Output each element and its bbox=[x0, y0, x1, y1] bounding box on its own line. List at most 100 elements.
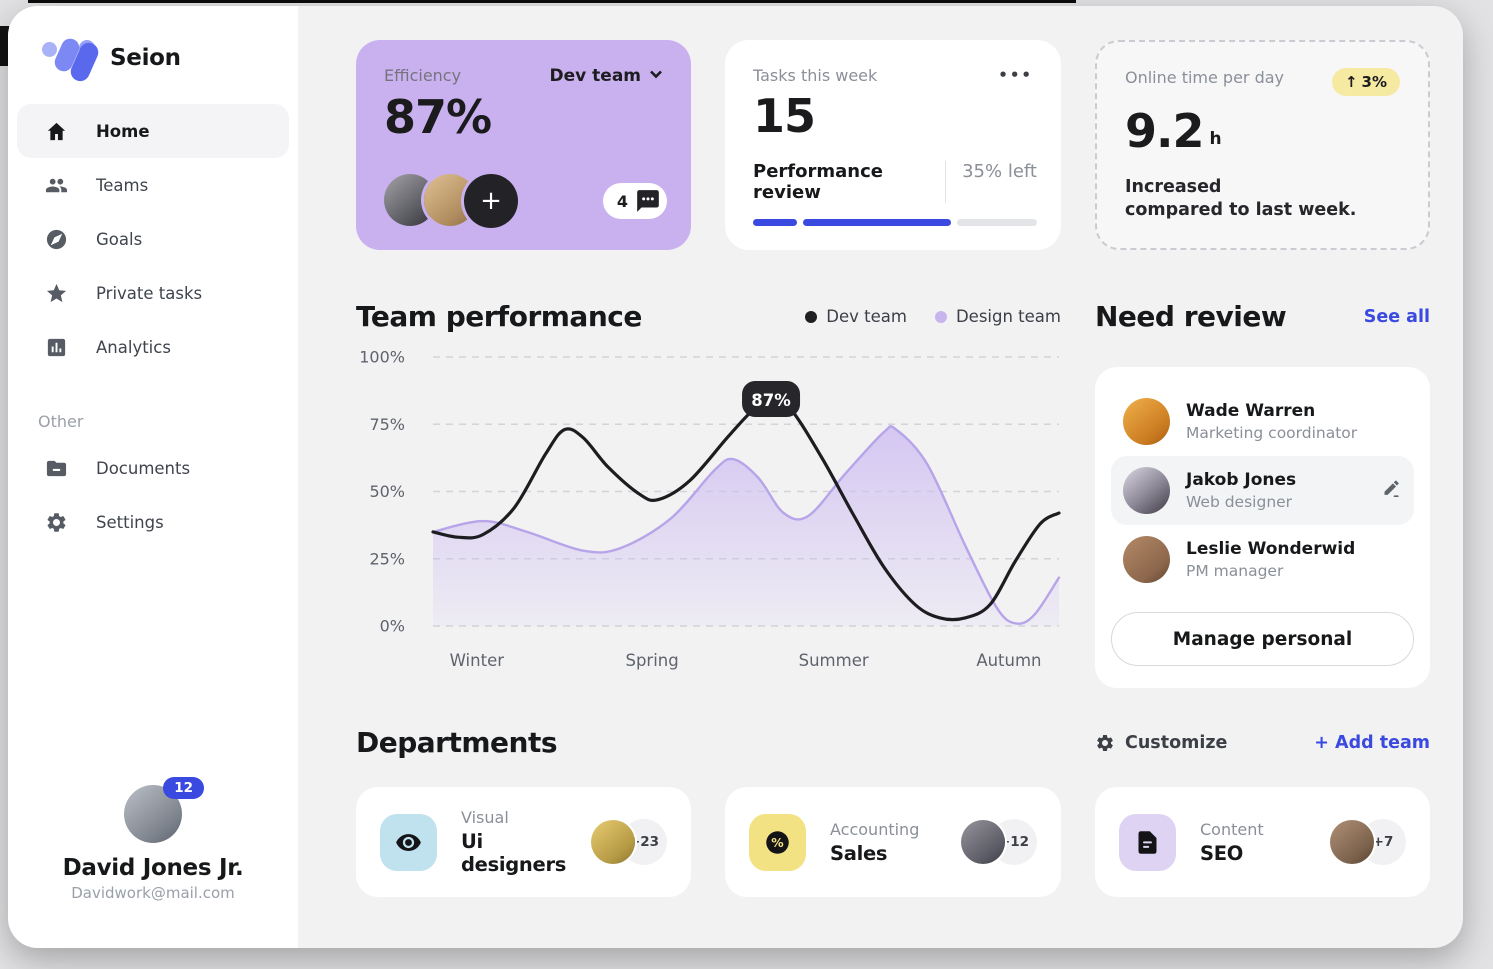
chart-tooltip bbox=[742, 381, 801, 418]
stat-cards-row: Efficiency Dev team 87% + bbox=[356, 40, 1463, 250]
add-team-button[interactable]: + Add team bbox=[1314, 732, 1430, 753]
legend-dot-dev bbox=[805, 310, 818, 323]
sidebar-item-label: Analytics bbox=[96, 337, 171, 357]
sidebar-item-label: Settings bbox=[96, 512, 164, 532]
team-performance-chart: 100% 75% 50% 25% 0% Winter Spring Summer Autumn 8… bbox=[359, 348, 1061, 670]
y-axis-tick: 25% bbox=[369, 549, 405, 568]
customize-button[interactable]: Customize bbox=[1095, 733, 1227, 753]
brand-logo-icon bbox=[42, 35, 102, 85]
gear-icon bbox=[1097, 734, 1113, 751]
chart-title: Team performance bbox=[356, 300, 642, 333]
person-row-wade[interactable]: Wade Warren Marketing coordinator bbox=[1111, 387, 1414, 456]
team-selector[interactable]: Dev team bbox=[550, 66, 663, 86]
need-review-panel: Wade Warren Marketing coordinator Jakob … bbox=[1095, 367, 1430, 688]
sidebar-item-documents[interactable]: Documents bbox=[17, 441, 289, 495]
edit-pencil-icon[interactable] bbox=[1382, 479, 1402, 503]
chart-legend: Dev team Design team bbox=[805, 307, 1061, 326]
avatar bbox=[1123, 467, 1170, 514]
tasks-value: 15 bbox=[753, 89, 816, 143]
y-axis-tick: 50% bbox=[369, 482, 405, 501]
sidebar-item-settings[interactable]: Settings bbox=[17, 495, 289, 549]
comments-pill[interactable]: 4 bbox=[602, 183, 667, 219]
sidebar-item-label: Private tasks bbox=[96, 283, 203, 303]
app-window: Seion Home Teams Goals bbox=[8, 6, 1463, 948]
arrow-up-icon: ↑ bbox=[1344, 73, 1358, 91]
y-axis-tick: 100% bbox=[359, 348, 405, 367]
departments-title: Departments bbox=[356, 726, 558, 759]
series-area-design-team bbox=[433, 426, 1059, 626]
efficiency-value: 87% bbox=[384, 90, 492, 144]
efficiency-label: Efficiency bbox=[384, 66, 462, 85]
avatar bbox=[1123, 536, 1170, 583]
task-progress-bar bbox=[753, 219, 1037, 226]
progress-remaining bbox=[956, 219, 1037, 226]
online-time-card: Online time per day ↑ 3% 9.2 h Increased… bbox=[1095, 40, 1430, 250]
user-email: Davidwork@mail.com bbox=[71, 884, 235, 902]
gear-icon bbox=[45, 511, 68, 534]
sidebar-nav: Home Teams Goals Private tasks bbox=[8, 104, 298, 549]
manage-personal-button[interactable]: Manage personal bbox=[1111, 612, 1414, 666]
user-name: David Jones Jr. bbox=[62, 855, 244, 881]
desktop-artifact-top bbox=[28, 0, 1076, 3]
see-all-link[interactable]: See all bbox=[1363, 306, 1430, 327]
chevron-down-icon bbox=[649, 66, 663, 86]
chart-tooltip-label: 87% bbox=[751, 391, 791, 410]
department-card-content[interactable]: Content SEO +7 bbox=[1095, 787, 1430, 897]
percent-badge-icon: % bbox=[749, 813, 806, 871]
desktop-artifact-left bbox=[0, 26, 9, 66]
sidebar-item-home[interactable]: Home bbox=[17, 104, 289, 158]
legend-dev-team[interactable]: Dev team bbox=[805, 307, 907, 326]
department-card-accounting[interactable]: % Accounting Sales +12 bbox=[725, 787, 1061, 897]
folder-icon bbox=[45, 457, 68, 480]
sidebar: Seion Home Teams Goals bbox=[8, 6, 298, 948]
progress-segment bbox=[753, 219, 798, 226]
add-member-button[interactable]: + bbox=[464, 174, 518, 228]
teams-icon bbox=[45, 174, 68, 197]
need-review-section: Need review See all Wade Warren Marketin… bbox=[1095, 300, 1430, 688]
sidebar-item-goals[interactable]: Goals bbox=[17, 212, 289, 266]
notification-badge: 12 bbox=[163, 777, 204, 799]
sidebar-item-label: Documents bbox=[96, 458, 191, 478]
chat-icon bbox=[635, 188, 661, 214]
person-row-leslie[interactable]: Leslie Wonderwid PM manager bbox=[1111, 525, 1414, 594]
user-profile[interactable]: 12 David Jones Jr. Davidwork@mail.com bbox=[8, 777, 298, 948]
home-icon bbox=[45, 120, 68, 143]
task-remaining: 35% left bbox=[945, 161, 1037, 203]
x-axis-label: Summer bbox=[799, 651, 869, 670]
delta-badge: ↑ 3% bbox=[1331, 68, 1400, 96]
sidebar-item-analytics[interactable]: Analytics bbox=[17, 320, 289, 374]
team-selector-value: Dev team bbox=[549, 66, 641, 86]
task-name: Performance review bbox=[753, 161, 883, 203]
legend-design-team[interactable]: Design team bbox=[934, 307, 1061, 326]
team-performance-section: Team performance Dev team Design team 10 bbox=[356, 300, 1061, 688]
sidebar-section-other: Other bbox=[38, 412, 84, 431]
tasks-label: Tasks this week bbox=[753, 66, 878, 85]
departments-row: Visual Ui designers +23 % Accounting Sal… bbox=[356, 787, 1463, 897]
avatar bbox=[961, 820, 1005, 864]
sidebar-item-teams[interactable]: Teams bbox=[17, 158, 289, 212]
more-menu-icon[interactable]: ••• bbox=[998, 66, 1033, 84]
sidebar-item-label: Goals bbox=[96, 229, 143, 249]
brand-name: Seion bbox=[110, 45, 181, 71]
document-icon bbox=[1119, 813, 1176, 871]
avatar bbox=[1123, 398, 1170, 445]
bar-chart-icon bbox=[45, 336, 68, 359]
team-avatar-stack: + bbox=[384, 174, 518, 228]
department-card-visual[interactable]: Visual Ui designers +23 bbox=[356, 787, 691, 897]
online-time-label: Online time per day bbox=[1125, 68, 1285, 87]
comments-count: 4 bbox=[616, 191, 628, 211]
main-content: Efficiency Dev team 87% + bbox=[298, 6, 1463, 948]
avatar bbox=[1330, 820, 1374, 864]
eye-icon bbox=[380, 813, 437, 871]
progress-segment bbox=[803, 219, 951, 226]
legend-dot-design bbox=[934, 310, 947, 323]
x-axis-label: Autumn bbox=[976, 651, 1041, 670]
person-row-jakob[interactable]: Jakob Jones Web designer bbox=[1111, 456, 1414, 525]
svg-text:%: % bbox=[771, 836, 783, 850]
sidebar-item-label: Home bbox=[96, 121, 150, 141]
online-time-unit: h bbox=[1209, 129, 1222, 149]
compass-icon bbox=[45, 228, 68, 251]
sidebar-item-private-tasks[interactable]: Private tasks bbox=[17, 266, 289, 320]
efficiency-card: Efficiency Dev team 87% + bbox=[356, 40, 691, 250]
online-time-value: 9.2 bbox=[1125, 104, 1204, 158]
